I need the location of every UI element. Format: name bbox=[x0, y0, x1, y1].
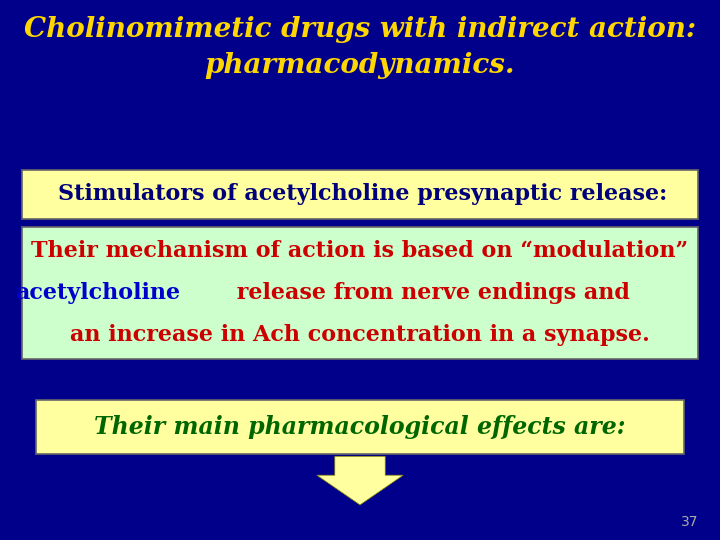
Text: Stimulators of acetylcholine presynaptic release:: Stimulators of acetylcholine presynaptic… bbox=[58, 184, 667, 205]
Text: release from nerve endings and: release from nerve endings and bbox=[229, 282, 629, 304]
Text: Their main pharmacological effects are:: Their main pharmacological effects are: bbox=[94, 415, 626, 438]
Text: of: of bbox=[0, 282, 6, 304]
Text: 37: 37 bbox=[681, 515, 698, 529]
Text: Their mechanism of action is based on “modulation”: Their mechanism of action is based on “m… bbox=[32, 240, 688, 261]
Text: Cholinomimetic drugs with indirect action:
pharmacodynamics.: Cholinomimetic drugs with indirect actio… bbox=[24, 16, 696, 79]
Text: an increase in Ach concentration in a synapse.: an increase in Ach concentration in a sy… bbox=[70, 325, 650, 346]
Text: acetylcholine: acetylcholine bbox=[16, 282, 181, 304]
FancyBboxPatch shape bbox=[22, 227, 698, 359]
FancyBboxPatch shape bbox=[36, 400, 684, 454]
FancyArrow shape bbox=[317, 456, 403, 505]
FancyBboxPatch shape bbox=[22, 170, 698, 219]
